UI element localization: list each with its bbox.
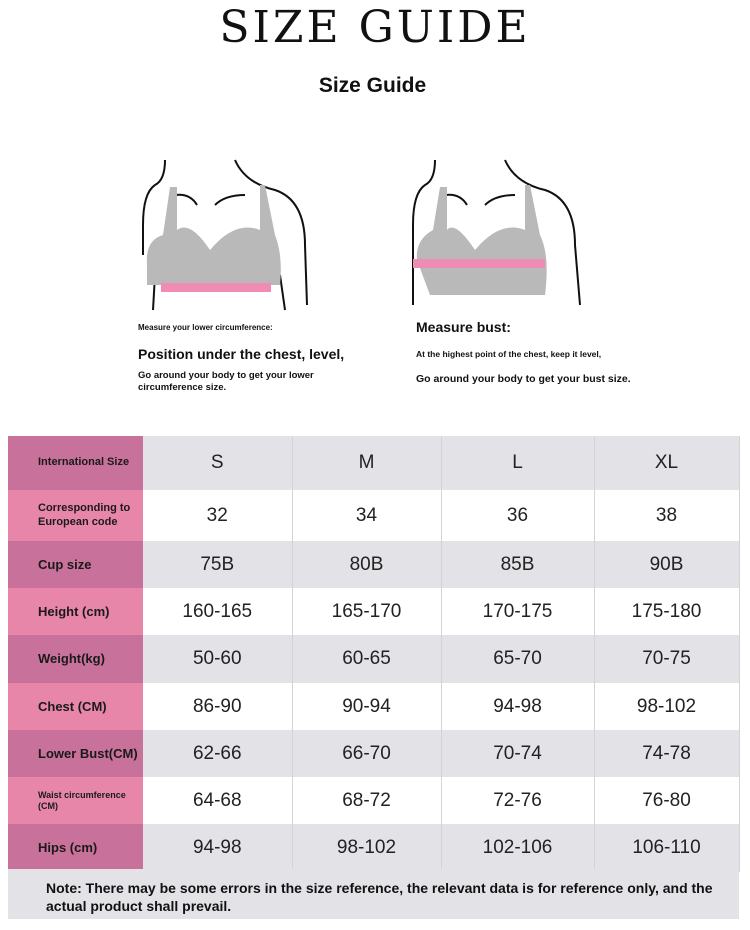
lower-circumference-heading: Position under the chest, level,	[138, 346, 345, 362]
row-label: Lower Bust(CM)	[8, 730, 143, 777]
size-cell: 34	[292, 490, 442, 541]
table-row: Waist circumference (CM) 64-68 68-72 72-76 7…	[8, 777, 740, 824]
size-cell: 72-76	[441, 777, 595, 824]
size-cell: 66-70	[292, 730, 442, 777]
bust-illustration	[412, 159, 581, 306]
size-cell: 160-165	[143, 588, 293, 635]
row-label: Hips (cm)	[8, 824, 143, 872]
size-cell: 170-175	[441, 588, 595, 635]
bust-text-1: At the highest point of the chest, keep …	[416, 349, 602, 359]
size-cell: 68-72	[292, 777, 442, 824]
size-cell: 60-65	[292, 635, 442, 683]
size-cell: 74-78	[594, 730, 740, 777]
measuring-band	[161, 283, 271, 292]
table-row: Cup size 75B 80B 85B 90B	[8, 541, 740, 588]
table-row: Lower Bust(CM) 62-66 66-70 70-74 74-78	[8, 730, 740, 777]
lower-circumference-text: Go around your body to get your lower ci…	[138, 370, 314, 393]
size-cell: L	[441, 436, 595, 490]
size-cell: 90-94	[292, 683, 442, 730]
row-label: Chest (CM)	[8, 683, 143, 730]
table-row: Hips (cm) 94-98 98-102 102-106 106-110	[8, 824, 740, 872]
size-cell: 98-102	[292, 824, 442, 872]
size-cell: 80B	[292, 541, 442, 588]
row-label: Corresponding to European code	[8, 490, 143, 541]
size-cell: 38	[594, 490, 740, 541]
size-cell: 90B	[594, 541, 740, 588]
table-row: Corresponding to European code 32 34 36 38	[8, 490, 740, 541]
size-cell: 94-98	[143, 824, 293, 872]
size-cell: 76-80	[594, 777, 740, 824]
size-note: Note: There may be some errors in the si…	[8, 869, 739, 919]
row-label: Weight(kg)	[8, 635, 143, 683]
size-cell: 70-74	[441, 730, 595, 777]
size-cell: 62-66	[143, 730, 293, 777]
row-label: Cup size	[8, 541, 143, 588]
row-label: Waist circumference (CM)	[8, 777, 143, 824]
table-row: Weight(kg) 50-60 60-65 65-70 70-75	[8, 635, 740, 683]
size-table: International Size S M L XL Corresponding to …	[8, 436, 740, 872]
size-cell: 86-90	[143, 683, 293, 730]
bust-heading: Measure bust:	[416, 319, 511, 335]
size-cell: 85B	[441, 541, 595, 588]
size-cell: 36	[441, 490, 595, 541]
page-title: SIZE GUIDE	[219, 2, 531, 53]
size-cell: 32	[143, 490, 293, 541]
size-cell: 165-170	[292, 588, 442, 635]
row-label: International Size	[8, 436, 143, 490]
size-cell: 50-60	[143, 635, 293, 683]
bust-text-2: Go around your body to get your bust siz…	[416, 373, 631, 385]
table-row: Chest (CM) 86-90 90-94 94-98 98-102	[8, 683, 740, 730]
size-cell: 102-106	[441, 824, 595, 872]
size-cell: 75B	[143, 541, 293, 588]
row-label: Height (cm)	[8, 588, 143, 635]
table-row: Height (cm) 160-165 165-170 170-175 175-180	[8, 588, 740, 635]
measuring-band	[413, 259, 545, 268]
lower-bust-illustration	[142, 159, 308, 311]
size-cell: 64-68	[143, 777, 293, 824]
size-cell: S	[143, 436, 293, 490]
size-cell: 70-75	[594, 635, 740, 683]
size-cell: 175-180	[594, 588, 740, 635]
size-cell: 106-110	[594, 824, 740, 872]
size-cell: XL	[594, 436, 740, 490]
section-title: Size Guide	[318, 74, 427, 97]
size-cell: 94-98	[441, 683, 595, 730]
table-row: International Size S M L XL	[8, 436, 740, 490]
size-cell: M	[292, 436, 442, 490]
size-cell: 98-102	[594, 683, 740, 730]
size-cell: 65-70	[441, 635, 595, 683]
lower-circumference-label: Measure your lower circumference:	[138, 323, 273, 332]
